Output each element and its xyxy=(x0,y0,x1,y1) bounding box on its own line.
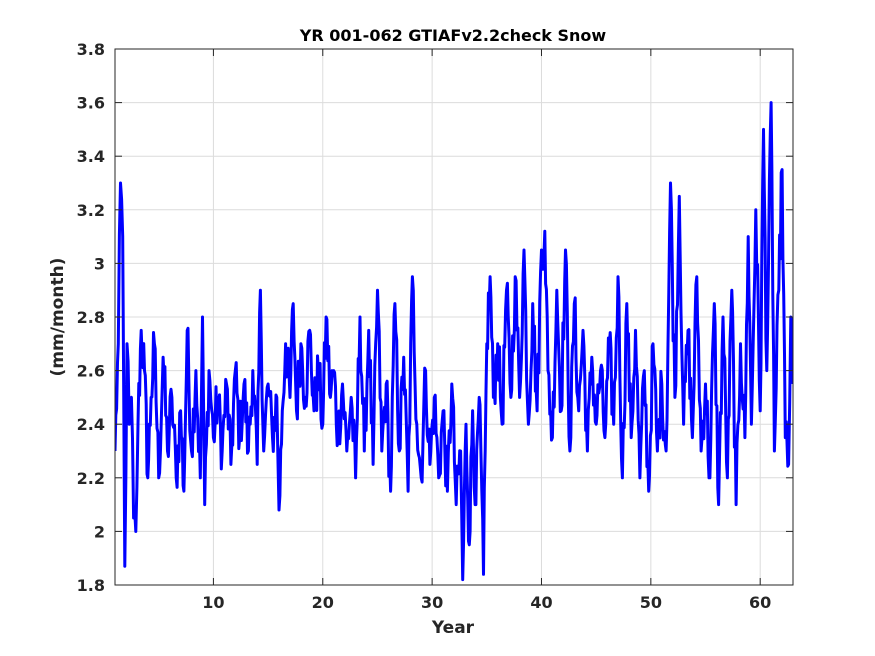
x-tick-label: 20 xyxy=(312,593,334,612)
y-tick-label: 2.2 xyxy=(77,469,105,488)
y-tick-label: 2 xyxy=(94,522,105,541)
x-tick-label: 40 xyxy=(530,593,552,612)
y-tick-label: 1.8 xyxy=(77,576,105,595)
y-tick-label: 2.8 xyxy=(77,308,105,327)
x-axis-label: Year xyxy=(431,618,475,638)
snow-series-line xyxy=(115,101,793,582)
y-tick-label: 3 xyxy=(94,254,105,273)
x-tick-label: 30 xyxy=(421,593,443,612)
x-tick-label: 50 xyxy=(640,593,662,612)
y-tick-label: 3.4 xyxy=(77,147,105,166)
y-axis-label: (mm/month) xyxy=(48,258,68,377)
x-tick-label: 10 xyxy=(202,593,224,612)
y-tick-label: 2.4 xyxy=(77,415,105,434)
y-tick-label: 3.8 xyxy=(77,40,105,59)
x-tick-labels: 10 20 30 40 50 60 xyxy=(202,593,771,612)
y-tick-label: 3.2 xyxy=(77,201,105,220)
tick-marks xyxy=(115,48,793,586)
chart-title: YR 001-062 GTIAFv2.2check Snow xyxy=(299,26,607,45)
y-tick-labels: 1.8 2 2.2 2.4 2.6 2.8 3 3.2 3.4 3.6 3.8 xyxy=(77,40,105,595)
y-tick-label: 2.6 xyxy=(77,362,105,381)
series-layer xyxy=(115,101,793,582)
x-tick-label: 60 xyxy=(749,593,771,612)
y-tick-label: 3.6 xyxy=(77,94,105,113)
